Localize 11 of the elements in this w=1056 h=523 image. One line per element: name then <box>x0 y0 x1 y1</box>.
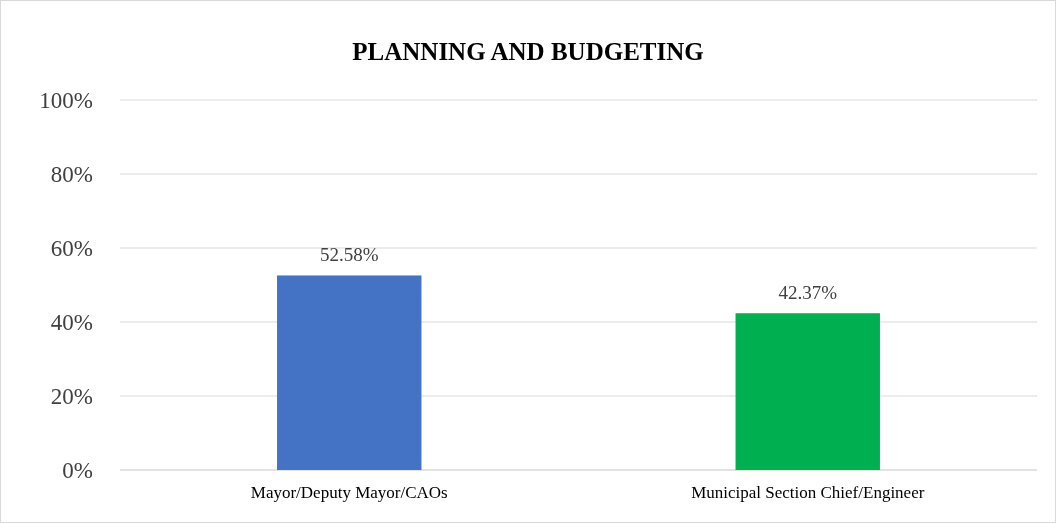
y-tick-label: 0% <box>62 458 93 484</box>
y-tick-label: 40% <box>50 310 93 336</box>
y-tick-label: 100% <box>39 88 93 114</box>
chart-title: PLANNING AND BUDGETING <box>352 38 704 65</box>
data-label: 42.37% <box>778 282 838 304</box>
y-tick-label: 60% <box>50 236 93 262</box>
x-tick-label: Mayor/Deputy Mayor/CAOs <box>250 483 448 502</box>
x-tick-label: Municipal Section Chief/Engineer <box>691 483 925 502</box>
data-label: 52.58% <box>319 244 379 266</box>
y-tick-label: 80% <box>50 162 93 188</box>
y-tick-label: 20% <box>50 384 93 410</box>
